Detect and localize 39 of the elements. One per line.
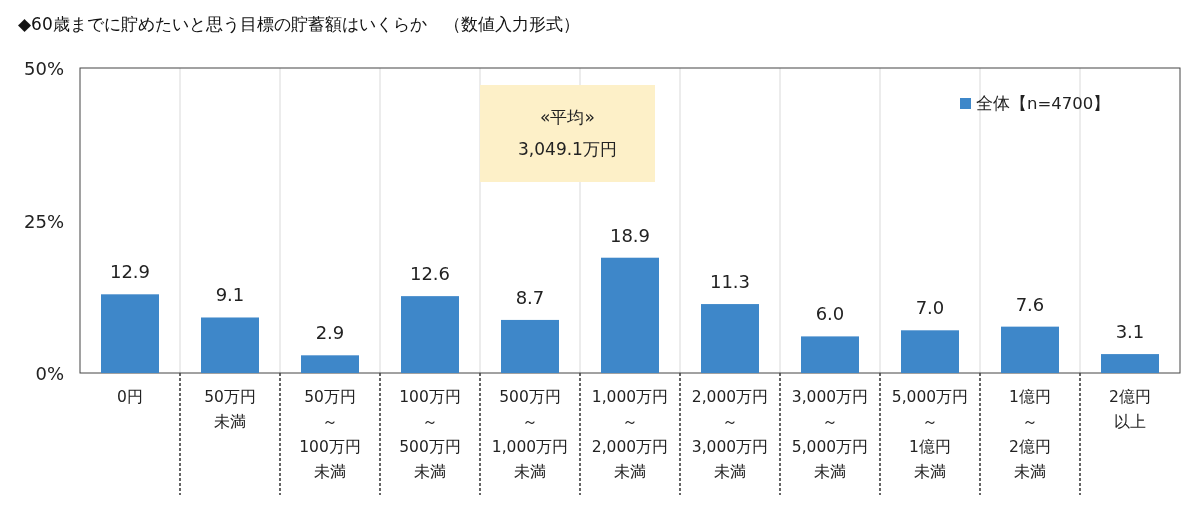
data-label: 9.1 — [215, 284, 245, 306]
bar — [701, 304, 759, 373]
bar — [601, 257, 659, 373]
data-label: 12.6 — [409, 263, 451, 285]
x-tick-label: 100万円～500万円未満 — [399, 388, 461, 481]
x-tick-label: 1,000万円～2,000万円未満 — [591, 388, 669, 481]
data-label: 11.3 — [709, 271, 751, 293]
bar — [101, 294, 159, 373]
bar — [801, 336, 859, 373]
bar — [201, 317, 259, 373]
x-tick-label: 3,000万円～5,000万円未満 — [791, 388, 869, 481]
x-tick-label: 1億円～2億円未満 — [1009, 388, 1051, 481]
bar — [901, 330, 959, 373]
y-tick-label: 25% — [23, 210, 64, 232]
bar — [1101, 354, 1159, 373]
data-label: 7.6 — [1015, 293, 1045, 315]
x-tick-label: 50万円～100万円未満 — [299, 388, 361, 481]
y-tick-label: 0% — [35, 363, 64, 384]
y-tick-label: 50% — [23, 58, 64, 79]
data-label: 18.9 — [609, 224, 651, 246]
legend-label: 全体【n=4700】 — [976, 94, 1111, 113]
data-label: 7.0 — [915, 297, 945, 319]
x-tick-label: 5,000万円～1億円未満 — [891, 388, 969, 481]
chart-title: ◆60歳までに貯めたいと思う目標の貯蓄額はいくらか （数値入力形式） — [18, 14, 580, 34]
data-label: 6.0 — [815, 303, 845, 325]
bar — [301, 355, 359, 373]
annotation: «平均» 3,049.1万円 — [518, 107, 617, 159]
data-label: 2.9 — [315, 322, 345, 344]
bar — [501, 319, 559, 373]
bar — [401, 296, 459, 373]
bar — [1001, 326, 1059, 373]
data-label: 3.1 — [1115, 321, 1145, 343]
x-tick-label: 50万円未満 — [204, 388, 256, 431]
x-tick-label: 0円 — [117, 388, 143, 406]
data-label: 12.9 — [109, 261, 151, 283]
x-tick-label: 500万円～1,000万円未満 — [491, 388, 569, 481]
x-tick-label: 2,000万円～3,000万円未満 — [691, 388, 769, 481]
data-label: 8.7 — [515, 286, 545, 308]
x-tick-label: 2億円以上 — [1109, 388, 1151, 431]
